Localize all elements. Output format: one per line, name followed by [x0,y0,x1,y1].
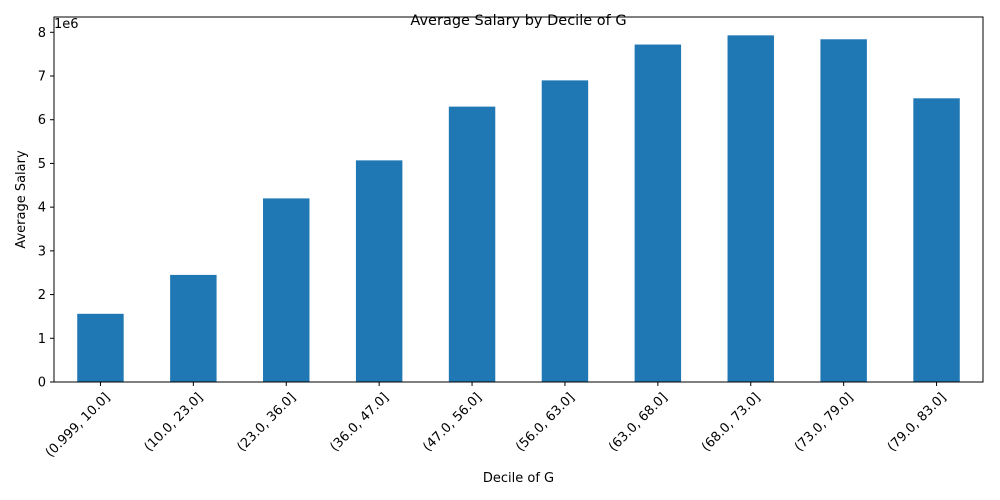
x-tick-label: (23.0, 36.0] [235,390,300,455]
y-tick-label: 2 [38,288,46,303]
bar [77,313,124,382]
bar [448,106,496,382]
y-tick-label: 7 [38,70,46,85]
x-tick-label: (56.0, 63.0] [513,390,578,455]
y-tick-label: 6 [38,113,46,128]
y-offset-label: 1e6 [54,17,79,32]
bar [263,198,310,382]
x-tick-label: (63.0, 68.0] [606,390,671,455]
y-tick-label: 8 [38,26,46,41]
y-tick-label: 1 [38,332,46,347]
x-tick-label: (47.0, 56.0] [420,390,485,455]
bar [541,80,589,382]
x-axis-title: Decile of G [483,471,554,486]
x-tick-label: (0.999, 10.0] [43,390,113,460]
bar [355,160,403,382]
x-axis-ticks: (0.999, 10.0] (10.0, 23.0] (23.0, 36.0] (36… [43,382,950,461]
bar [170,274,217,382]
y-tick-label: 0 [38,376,46,391]
x-tick-label: (79.0, 83.0] [885,390,950,455]
plot-frame [53,16,984,383]
y-axis-ticks: 0 1 2 3 4 5 6 7 8 [38,26,54,391]
bar [634,44,682,383]
x-tick-label: (73.0, 79.0] [792,390,857,455]
y-tick-label: 5 [38,157,46,172]
x-tick-label: (10.0, 23.0] [142,390,207,455]
y-tick-label: 4 [38,201,46,216]
x-tick-label: (36.0, 47.0] [327,390,392,455]
bars [77,35,960,383]
bar [820,39,867,383]
y-axis-title: Average Salary [14,150,29,249]
bar [913,98,960,382]
chart-title: Average Salary by Decile of G [410,13,626,29]
x-tick-label: (68.0, 73.0] [699,390,764,455]
y-tick-label: 3 [38,244,46,259]
bar [727,35,774,382]
